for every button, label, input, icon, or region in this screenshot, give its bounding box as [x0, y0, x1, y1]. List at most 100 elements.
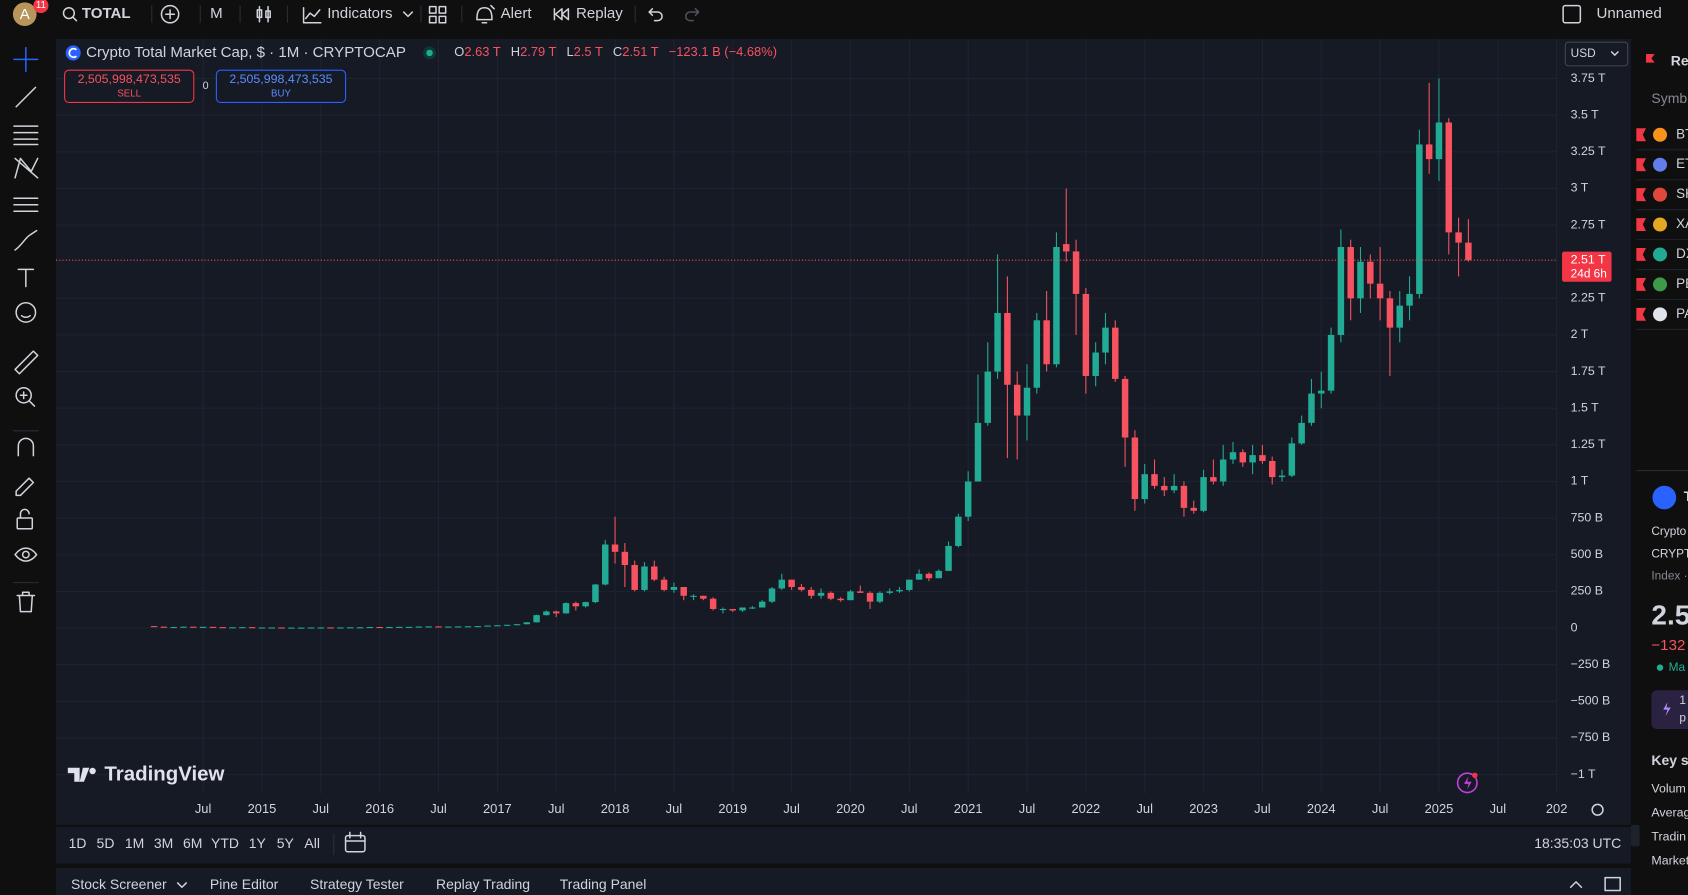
countdown: 24d 6h: [1571, 266, 1607, 280]
watchlist-symbol[interactable]: SH: [1676, 186, 1688, 201]
layout-name[interactable]: Unnamed: [1596, 5, 1661, 22]
bottom-tab[interactable]: Trading Panel: [560, 876, 647, 892]
candle-body: [1465, 242, 1472, 261]
avatar[interactable]: [12, 2, 37, 27]
watchlist-symbol[interactable]: DX: [1676, 246, 1688, 261]
detail-line: CRYPTO: [1651, 547, 1688, 561]
news-dot: [1472, 772, 1478, 778]
y-tick-label: 3 T: [1571, 181, 1589, 195]
symbol-icon: [1653, 277, 1668, 292]
y-tick-label: 3.5 T: [1571, 107, 1599, 121]
candle-body: [180, 626, 187, 628]
alert-button[interactable]: Alert: [501, 5, 533, 22]
lock-tool[interactable]: [16, 517, 34, 530]
watchlist-symbol[interactable]: ET: [1676, 156, 1688, 171]
symbol[interactable]: TOTAL: [82, 5, 131, 22]
candle-body: [297, 627, 305, 629]
sell-button[interactable]: [64, 69, 195, 104]
promo[interactable]: [1651, 690, 1688, 730]
sell-label: SELL: [117, 88, 141, 99]
text-tool[interactable]: [17, 268, 35, 288]
currency-select[interactable]: [1564, 41, 1629, 67]
range-button[interactable]: 1Y: [249, 835, 267, 851]
news-icon[interactable]: [1456, 772, 1478, 794]
add-symbol[interactable]: [160, 4, 180, 24]
x-tick-label: Jul: [901, 801, 918, 816]
bottom-tab[interactable]: Strategy Tester: [310, 876, 404, 892]
logo: [89, 767, 96, 775]
symbol-icon: [1653, 217, 1668, 232]
symbol-title[interactable]: Crypto Total Market Cap, $ · 1M · CRYPTO…: [86, 44, 406, 61]
range-button[interactable]: YTD: [211, 835, 239, 851]
range-button[interactable]: 5D: [97, 835, 115, 851]
candle-body: [1210, 477, 1217, 482]
maximize[interactable]: [1604, 876, 1621, 892]
delete-tool[interactable]: [16, 591, 36, 613]
layout-icon[interactable]: [1562, 4, 1582, 24]
x-tick-label: 2024: [1307, 801, 1336, 816]
x-tick-label: Jul: [1490, 801, 1507, 816]
collapse[interactable]: [1569, 881, 1583, 889]
draw-mode-tool[interactable]: [15, 477, 35, 497]
replay-button[interactable]: Replay: [576, 5, 623, 22]
interval[interactable]: M: [210, 5, 223, 22]
candle-body: [435, 626, 442, 628]
crosshair-tool[interactable]: [13, 46, 39, 73]
settings-icon[interactable]: [1591, 803, 1604, 816]
watchlist-symbol[interactable]: BT: [1676, 126, 1688, 141]
candle-body: [827, 592, 835, 599]
promo-icon: [1663, 702, 1671, 717]
goto-date[interactable]: [344, 834, 366, 853]
emoji-tool[interactable]: [15, 301, 37, 323]
watchlist-title[interactable]: Re: [1671, 52, 1688, 68]
bottom-tab[interactable]: Stock Screener: [71, 876, 167, 892]
watchlist-symbol[interactable]: XA: [1676, 216, 1688, 231]
chevron[interactable]: [176, 882, 187, 889]
undo[interactable]: [648, 8, 663, 22]
candle-body: [258, 627, 266, 629]
indicators-button[interactable]: Indicators: [327, 5, 392, 22]
range-button[interactable]: 1D: [69, 835, 87, 851]
range-button[interactable]: All: [304, 835, 320, 851]
chevron[interactable]: [402, 11, 414, 18]
watchlist-symbol[interactable]: PA: [1676, 306, 1688, 321]
search-icon: [72, 16, 78, 22]
symbol-logo: [68, 47, 78, 59]
redo[interactable]: [685, 8, 700, 22]
pattern-tool[interactable]: [14, 157, 39, 179]
x-tick-label: Jul: [430, 801, 447, 816]
candle-body: [739, 607, 746, 611]
y-tick-label: 500 B: [1571, 547, 1603, 561]
bottom-tab[interactable]: Pine Editor: [210, 876, 279, 892]
sell-price: 2,505,998,473,535: [78, 72, 181, 86]
templates-icon[interactable]: [428, 5, 437, 14]
zoom-tool[interactable]: [15, 386, 32, 404]
candle-body: [454, 626, 462, 628]
buy-button[interactable]: [215, 69, 347, 104]
candle-body: [866, 592, 874, 602]
clock[interactable]: 18:35:03 UTC: [1534, 835, 1621, 851]
magnet-tool[interactable]: [17, 437, 35, 457]
candle-body: [935, 570, 942, 579]
candle-body: [229, 627, 236, 629]
range-button[interactable]: 6M: [183, 835, 202, 851]
brush-tool[interactable]: [14, 229, 38, 251]
range-button[interactable]: 3M: [154, 835, 173, 851]
visibility-tool[interactable]: [14, 547, 38, 562]
ruler-tool[interactable]: [14, 350, 39, 375]
watchlist-symbol[interactable]: PE: [1676, 276, 1688, 291]
fib-tool[interactable]: [13, 125, 39, 146]
watermark: TradingView: [104, 763, 224, 786]
range-button[interactable]: 5Y: [277, 835, 295, 851]
range-button[interactable]: 1M: [125, 835, 144, 851]
candle-body: [1102, 327, 1109, 353]
panel-toggle[interactable]: [1630, 824, 1640, 847]
axes: −1 T −750 B −500 B −250 B 0 250 B 500 B 750 B 1 …: [195, 71, 1612, 816]
x-tick-label: Jul: [1136, 801, 1153, 816]
ohlc-value: 2.63 T: [464, 44, 500, 59]
trend-line-tool[interactable]: [15, 86, 37, 108]
x-tick-label: 2015: [248, 801, 277, 816]
candle-body: [807, 589, 815, 596]
bottom-tab[interactable]: Replay Trading: [436, 876, 530, 892]
forecast-tool[interactable]: [13, 197, 39, 212]
